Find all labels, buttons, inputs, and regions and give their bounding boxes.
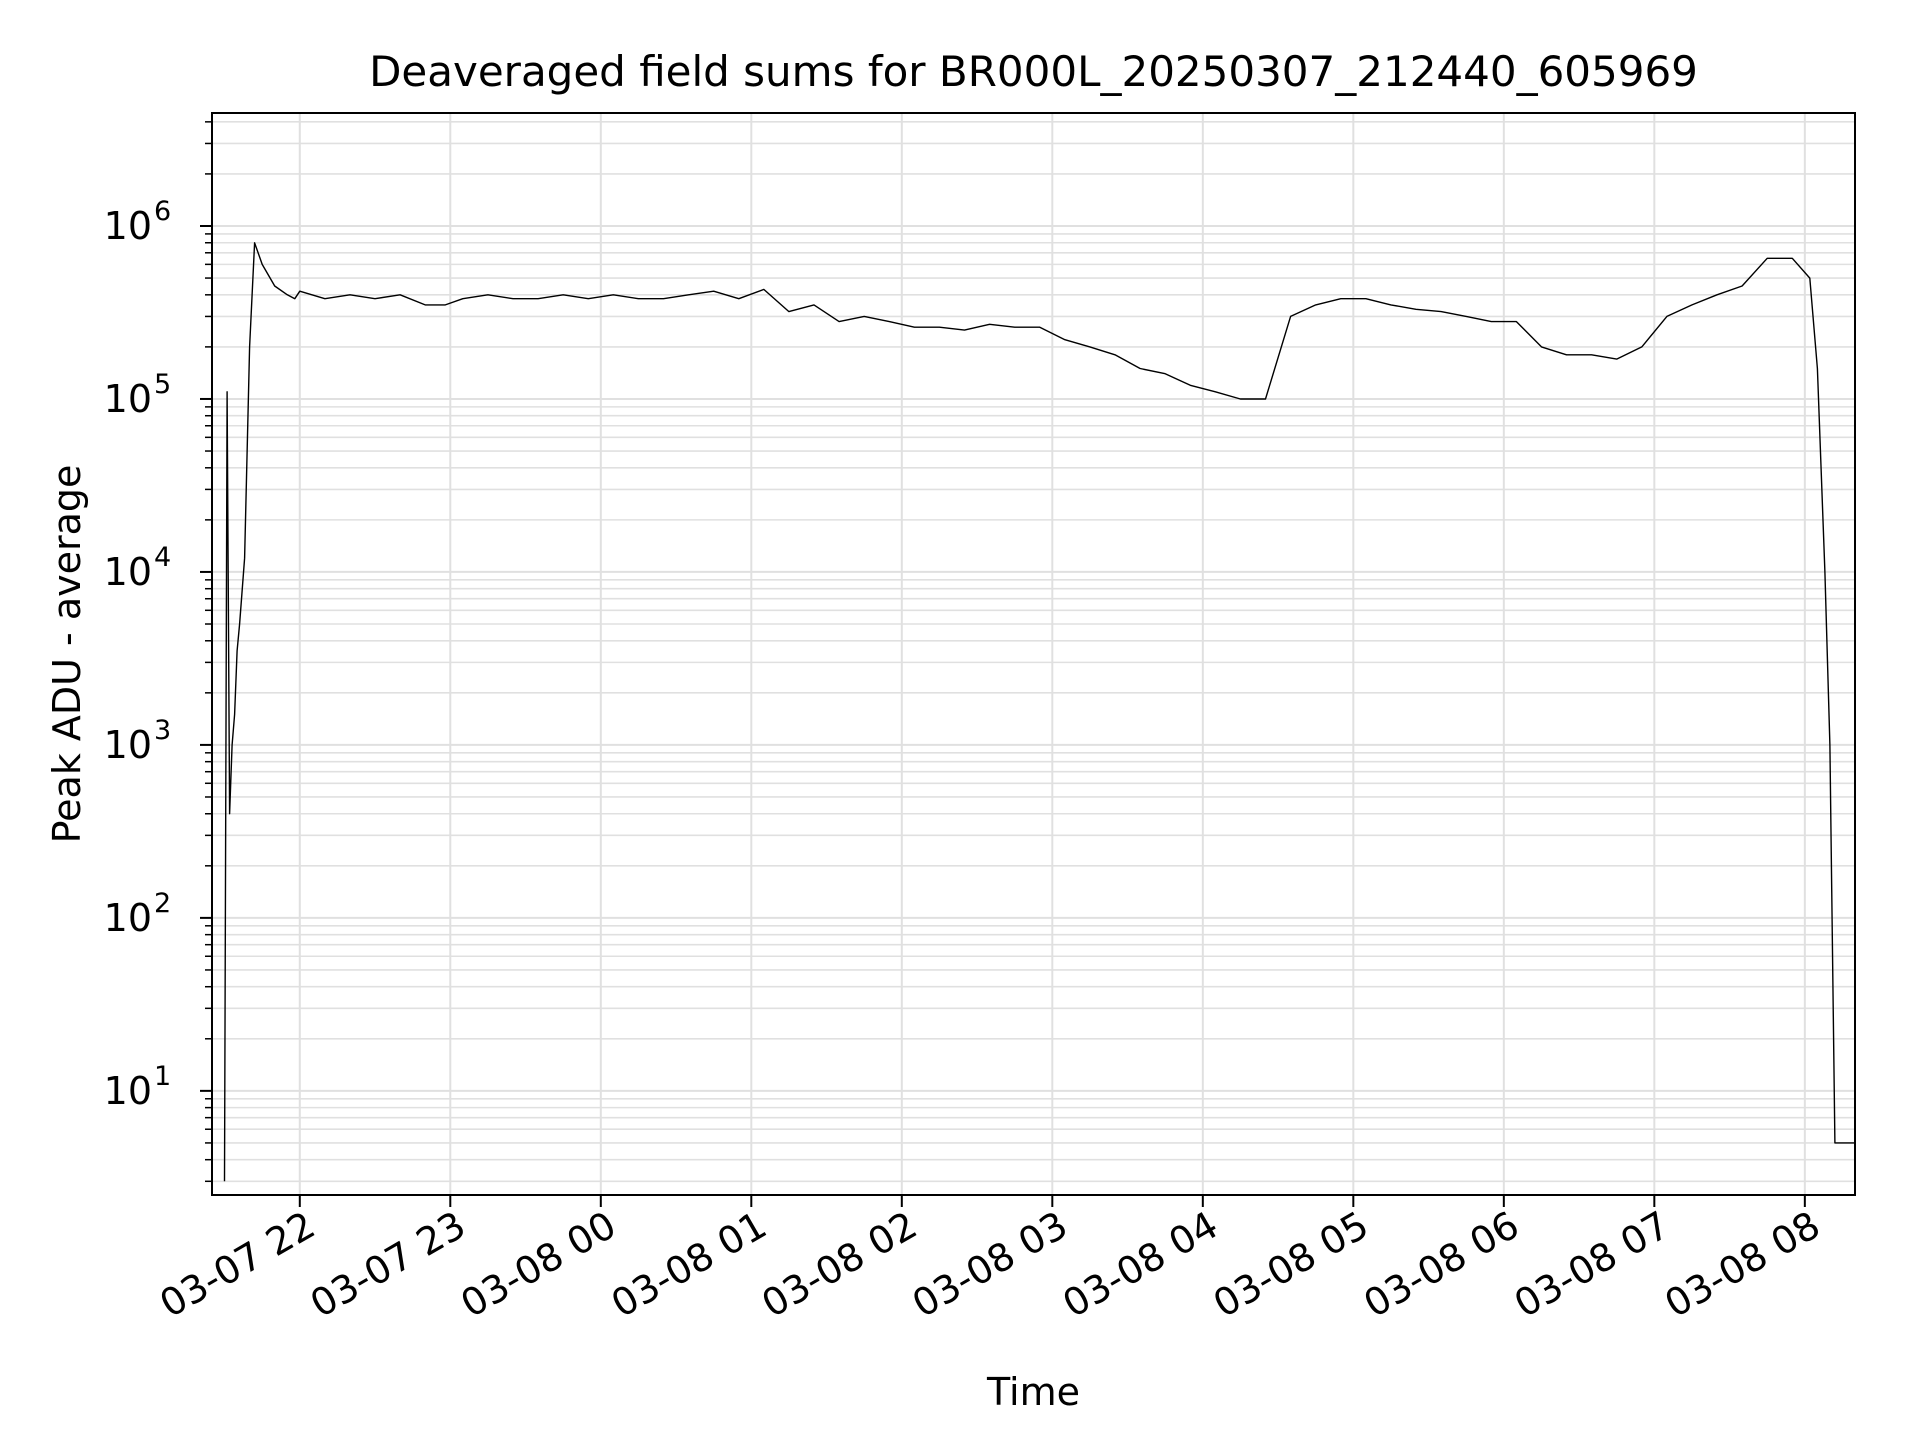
chart-title: Deaveraged field sums for BR000L_2025030… [369, 47, 1698, 96]
y-tick-exponent: 3 [154, 715, 171, 746]
y-tick-exponent: 1 [154, 1061, 171, 1092]
y-tick-exponent: 2 [154, 888, 171, 919]
y-tick-exponent: 6 [154, 196, 171, 227]
y-tick-label: 10 [104, 377, 152, 421]
y-axis-title: Peak ADU - average [45, 465, 89, 844]
y-tick-label: 10 [104, 204, 152, 248]
y-tick-label: 10 [104, 1069, 152, 1113]
y-tick-label: 10 [104, 723, 152, 767]
series-layer [223, 242, 1855, 1182]
series-line [223, 242, 1855, 1182]
x-axis-title: Time [986, 1370, 1080, 1414]
y-tick-exponent: 4 [154, 542, 171, 573]
y-tick-exponent: 5 [154, 369, 171, 400]
grid-layer [212, 113, 1855, 1195]
y-tick-label: 10 [104, 896, 152, 940]
y-tick-label: 10 [104, 550, 152, 594]
plot-frame [211, 112, 1856, 1196]
